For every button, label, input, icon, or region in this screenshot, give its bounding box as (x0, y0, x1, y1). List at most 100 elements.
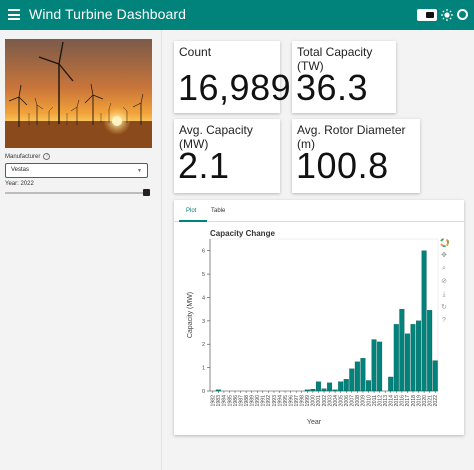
bar-1999 (304, 389, 310, 392)
x-tick-label: 1984 (222, 395, 228, 407)
x-tick-label: 2011 (372, 395, 378, 406)
tab-bar: Plot Table (174, 200, 464, 222)
x-tick-label: 1982 (211, 395, 217, 407)
y-axis-label: Capacity (MW) (187, 292, 194, 338)
chart-title: Capacity Change (210, 229, 275, 238)
x-tick-label: 1986 (233, 395, 239, 407)
x-tick-label: 2014 (389, 395, 395, 407)
x-tick-label: 2008 (355, 395, 361, 407)
x-tick-label: 2019 (416, 395, 422, 407)
x-tick-label: 2018 (411, 395, 417, 407)
total-capacity-value: 36.3 (296, 67, 369, 108)
bar-2012 (377, 341, 383, 392)
y-tick-label: 3 (202, 319, 205, 325)
bar-2011 (371, 339, 377, 392)
count-value: 16,989 (178, 67, 292, 108)
x-tick-label: 1993 (272, 395, 278, 407)
x-tick-label: 1987 (238, 395, 244, 407)
x-tick-label: 1999 (305, 395, 311, 407)
bar-2021 (427, 310, 433, 392)
bar-2008 (354, 361, 360, 392)
bar-2005 (338, 381, 344, 392)
x-tick-label: 2017 (405, 395, 411, 407)
chart-toolbar: ✥ ⌕ ⊘ ⤓ ↻ ? (439, 238, 453, 329)
bar-2017 (404, 333, 410, 392)
bar-2019 (416, 320, 422, 392)
year-slider-track[interactable] (5, 192, 150, 194)
manufacturer-select[interactable]: Vestas ▼ (5, 163, 148, 178)
x-tick-label: 2005 (338, 395, 344, 407)
bar-2002 (321, 388, 327, 392)
total-capacity-card: Total Capacity (TW) 36.3 (292, 41, 396, 113)
x-tick-label: 2003 (327, 395, 333, 407)
help-icon[interactable]: ? (43, 153, 51, 160)
x-tick-label: 2007 (350, 395, 356, 407)
x-tick-label: 2015 (394, 395, 400, 407)
sidebar: Manufacturer ? Vestas ▼ Year: 2022 (0, 30, 162, 470)
pan-icon[interactable]: ✥ (441, 252, 447, 259)
bar-2016 (399, 309, 405, 392)
avg-rotor-value: 100.8 (296, 145, 389, 186)
x-tick-label: 2021 (427, 395, 433, 407)
x-tick-label: 1991 (261, 395, 267, 407)
avg-rotor-card: Avg. Rotor Diameter (m) 100.8 (292, 119, 420, 193)
manufacturer-label: Manufacturer ? (5, 153, 51, 160)
total-capacity-title: Total Capacity (TW) (297, 45, 373, 73)
x-tick-label: 1998 (300, 395, 306, 407)
x-tick-label: 1996 (288, 395, 294, 407)
x-tick-label: 1985 (227, 395, 233, 407)
year-slider-handle[interactable] (143, 189, 150, 196)
circle-icon[interactable] (457, 9, 468, 20)
bar-2009 (360, 358, 366, 392)
x-tick-label: 1988 (244, 395, 250, 407)
bar-2010 (366, 380, 371, 392)
x-tick-label: 2001 (316, 395, 322, 407)
x-tick-label: 2002 (322, 395, 328, 407)
x-tick-label: 1990 (255, 395, 261, 407)
sun-icon[interactable] (441, 9, 453, 21)
zoom-icon[interactable]: ⌕ (442, 265, 446, 272)
x-tick-label: 1983 (216, 395, 222, 407)
x-tick-label: 2012 (377, 395, 383, 407)
hamburger-menu-icon[interactable] (8, 9, 20, 20)
tab-plot[interactable]: Plot (186, 208, 197, 214)
x-tick-label: 2009 (361, 395, 367, 407)
avg-capacity-value: 2.1 (178, 145, 230, 186)
bar-2007 (349, 368, 355, 392)
bar-2020 (421, 250, 427, 392)
bar-2014 (388, 376, 394, 392)
x-tick-label: 1994 (277, 395, 283, 407)
app-header: Wind Turbine Dashboard (0, 0, 474, 30)
active-tab-indicator (179, 220, 207, 222)
chevron-down-icon: ▼ (137, 168, 142, 174)
x-tick-label: 2013 (383, 395, 389, 407)
bokeh-logo-icon[interactable] (439, 238, 449, 248)
avg-capacity-title: Avg. Capacity (MW) (179, 123, 253, 151)
wind-turbine-sunset-image (5, 39, 152, 148)
save-icon[interactable]: ⤓ (442, 291, 446, 298)
x-tick-label: 1997 (294, 395, 300, 407)
bar-2001 (315, 381, 321, 392)
reset-icon[interactable]: ↻ (441, 304, 447, 311)
count-card: Count 16,989 (174, 41, 291, 113)
year-label: Year: 2022 (5, 181, 34, 187)
help-circle-icon[interactable]: ? (442, 317, 446, 324)
tab-table[interactable]: Table (211, 208, 226, 214)
x-tick-label: 2010 (366, 395, 372, 407)
avg-capacity-card: Avg. Capacity (MW) 2.1 (174, 119, 280, 193)
y-tick-label: 0 (202, 389, 205, 395)
y-tick-label: 2 (202, 342, 205, 348)
plot-card: Plot Table Capacity Change 0 1 2 3 4 5 6 1982 19… (174, 200, 464, 435)
theme-toggle[interactable] (417, 9, 437, 21)
manufacturer-value: Vestas (11, 167, 30, 173)
x-tick-label: 1989 (250, 395, 256, 407)
bar-2022 (432, 360, 438, 392)
lasso-icon[interactable]: ⊘ (441, 278, 447, 285)
x-tick-label: 2000 (311, 395, 317, 407)
app-title: Wind Turbine Dashboard (29, 6, 187, 22)
bar-2015 (393, 324, 399, 392)
x-tick-label: 2006 (344, 395, 350, 407)
bar-2000 (310, 388, 316, 392)
x-tick-label: 2016 (400, 395, 406, 407)
